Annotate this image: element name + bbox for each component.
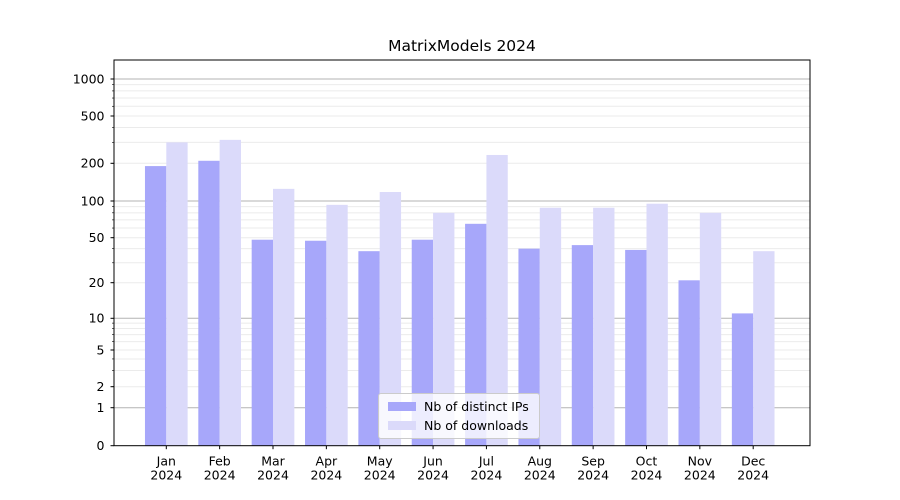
y-axis-ticks	[110, 78, 114, 447]
x-tick-label: Apr 2024	[310, 454, 342, 483]
x-tick-label: Jan 2024	[150, 454, 182, 483]
bar-nov-distinct-ips	[678, 280, 700, 446]
chart-title: MatrixModels 2024	[388, 37, 536, 55]
x-tick-label: Nov 2024	[684, 454, 716, 483]
y-tick-label: 1000	[73, 71, 105, 86]
x-tick-label: Jun 2024	[417, 454, 449, 483]
legend-label-downloads: Nb of downloads	[424, 418, 529, 433]
x-tick-label: Oct 2024	[631, 454, 663, 483]
plot-border	[113, 59, 811, 447]
y-axis-tick-labels: 0 1 2 5 10 20 50 100 200 500 1000	[73, 71, 105, 453]
bar-dec-distinct-ips	[731, 313, 754, 446]
bar-sep-distinct-ips	[571, 245, 594, 446]
y-tick-label: 50	[89, 230, 105, 245]
bar-nov-downloads	[699, 212, 722, 446]
y-tick-label: 20	[89, 275, 105, 290]
x-tick-label: Feb 2024	[204, 454, 236, 483]
legend-item-downloads: Nb of downloads	[388, 419, 529, 432]
x-tick-label: Aug 2024	[524, 454, 556, 483]
x-tick-label: Mar 2024	[257, 454, 289, 483]
bars-downloads	[166, 139, 775, 446]
x-axis-ticks	[165, 445, 754, 450]
x-tick-label: Dec 2024	[737, 454, 769, 483]
bar-mar-distinct-ips	[251, 239, 274, 446]
bar-sep-downloads	[593, 207, 615, 446]
bar-mar-downloads	[273, 188, 295, 446]
legend-swatch-distinct-ips	[388, 402, 416, 411]
bar-feb-distinct-ips	[198, 160, 220, 446]
bar-jul-distinct-ips	[465, 223, 487, 446]
y-tick-label: 10	[89, 311, 105, 326]
y-tick-label: 1	[97, 400, 105, 415]
bar-aug-downloads	[539, 207, 562, 446]
y-tick-label: 100	[81, 193, 105, 208]
bar-may-downloads	[379, 192, 402, 446]
bar-jul-downloads	[486, 154, 508, 446]
legend-item-distinct-ips: Nb of distinct IPs	[388, 400, 529, 413]
legend-label-distinct-ips: Nb of distinct IPs	[424, 399, 529, 414]
legend-swatch-downloads	[388, 421, 416, 430]
y-tick-label: 0	[97, 438, 105, 453]
bar-dec-downloads	[753, 251, 775, 446]
y-tick-label: 200	[81, 156, 105, 171]
legend: Nb of distinct IPs Nb of downloads	[378, 393, 540, 439]
y-tick-label: 500	[81, 108, 105, 123]
bar-apr-distinct-ips	[305, 240, 327, 446]
bar-may-distinct-ips	[358, 251, 380, 446]
bar-apr-downloads	[326, 204, 348, 446]
y-tick-label: 5	[97, 342, 105, 357]
y-axis-minor-ticks	[112, 84, 114, 388]
x-axis-tick-labels: Jan 2024 Feb 2024 Mar 2024 Apr 2024 May 2024 Jun 20…	[150, 454, 769, 483]
x-tick-label: Sep 2024	[577, 454, 609, 483]
y-tick-label: 2	[97, 379, 105, 394]
bar-jan-downloads	[166, 142, 188, 446]
x-tick-label: Jul 2024	[471, 454, 503, 483]
bar-oct-downloads	[646, 203, 668, 446]
bar-oct-distinct-ips	[625, 249, 647, 446]
bar-jan-distinct-ips	[144, 166, 167, 446]
bars-distinct-ips	[144, 160, 754, 446]
x-tick-label: May 2024	[364, 454, 396, 483]
bar-jun-downloads	[433, 212, 455, 446]
bar-feb-downloads	[219, 139, 241, 446]
